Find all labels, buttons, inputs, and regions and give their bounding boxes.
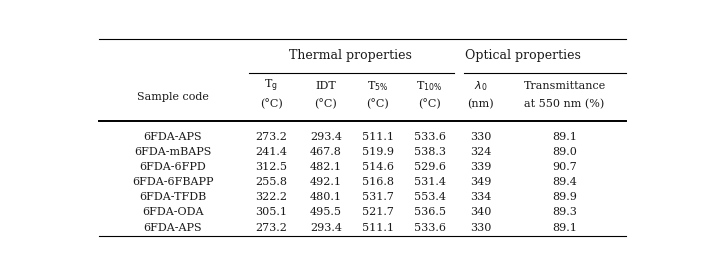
Text: 6FDA-APS: 6FDA-APS: [144, 222, 202, 233]
Text: 531.4: 531.4: [414, 177, 446, 187]
Text: 480.1: 480.1: [309, 192, 342, 202]
Text: 89.1: 89.1: [552, 222, 577, 233]
Text: 6FDA-ODA: 6FDA-ODA: [142, 208, 204, 217]
Text: T$_{10\%}$: T$_{10\%}$: [417, 79, 443, 93]
Text: 495.5: 495.5: [309, 208, 342, 217]
Text: 334: 334: [470, 192, 491, 202]
Text: 529.6: 529.6: [414, 162, 446, 172]
Text: 90.7: 90.7: [552, 162, 577, 172]
Text: (nm): (nm): [467, 98, 493, 109]
Text: 312.5: 312.5: [255, 162, 287, 172]
Text: 330: 330: [470, 132, 491, 142]
Text: 553.4: 553.4: [414, 192, 446, 202]
Text: T$_\mathrm{g}$: T$_\mathrm{g}$: [264, 78, 278, 94]
Text: 511.1: 511.1: [362, 132, 393, 142]
Text: 339: 339: [470, 162, 491, 172]
Text: 324: 324: [470, 147, 491, 157]
Text: 293.4: 293.4: [309, 132, 342, 142]
Text: 273.2: 273.2: [255, 132, 287, 142]
Text: 322.2: 322.2: [255, 192, 287, 202]
Text: 519.9: 519.9: [362, 147, 393, 157]
Text: 255.8: 255.8: [255, 177, 287, 187]
Text: 241.4: 241.4: [255, 147, 287, 157]
Text: Thermal properties: Thermal properties: [289, 49, 412, 62]
Text: T$_{5\%}$: T$_{5\%}$: [367, 79, 388, 93]
Text: 349: 349: [470, 177, 491, 187]
Text: 340: 340: [470, 208, 491, 217]
Text: (°C): (°C): [314, 98, 337, 109]
Text: 467.8: 467.8: [310, 147, 342, 157]
Text: 330: 330: [470, 222, 491, 233]
Text: $\lambda_0$: $\lambda_0$: [474, 79, 487, 93]
Text: 89.4: 89.4: [552, 177, 577, 187]
Text: 293.4: 293.4: [309, 222, 342, 233]
Text: 482.1: 482.1: [309, 162, 342, 172]
Text: 533.6: 533.6: [414, 132, 446, 142]
Text: (°C): (°C): [367, 98, 389, 109]
Text: 531.7: 531.7: [362, 192, 393, 202]
Text: 516.8: 516.8: [362, 177, 393, 187]
Text: 492.1: 492.1: [309, 177, 342, 187]
Text: 6FDA-6FPD: 6FDA-6FPD: [140, 162, 206, 172]
Text: 305.1: 305.1: [255, 208, 287, 217]
Text: 6FDA-mBAPS: 6FDA-mBAPS: [134, 147, 212, 157]
Text: 511.1: 511.1: [362, 222, 393, 233]
Text: 6FDA-6FBAPP: 6FDA-6FBAPP: [132, 177, 214, 187]
Text: 521.7: 521.7: [362, 208, 393, 217]
Text: 533.6: 533.6: [414, 222, 446, 233]
Text: at 550 nm (%): at 550 nm (%): [525, 98, 605, 109]
Text: 538.3: 538.3: [414, 147, 446, 157]
Text: 273.2: 273.2: [255, 222, 287, 233]
Text: (°C): (°C): [418, 98, 441, 109]
Text: Transmittance: Transmittance: [523, 81, 606, 91]
Text: 89.9: 89.9: [552, 192, 577, 202]
Text: 89.3: 89.3: [552, 208, 577, 217]
Text: 6FDA-APS: 6FDA-APS: [144, 132, 202, 142]
Text: Optical properties: Optical properties: [465, 49, 580, 62]
Text: 89.1: 89.1: [552, 132, 577, 142]
Text: 514.6: 514.6: [362, 162, 393, 172]
Text: (°C): (°C): [259, 98, 283, 109]
Text: 6FDA-TFDB: 6FDA-TFDB: [139, 192, 207, 202]
Text: 89.0: 89.0: [552, 147, 577, 157]
Text: 536.5: 536.5: [414, 208, 446, 217]
Text: Sample code: Sample code: [137, 92, 209, 101]
Text: IDT: IDT: [315, 81, 336, 91]
